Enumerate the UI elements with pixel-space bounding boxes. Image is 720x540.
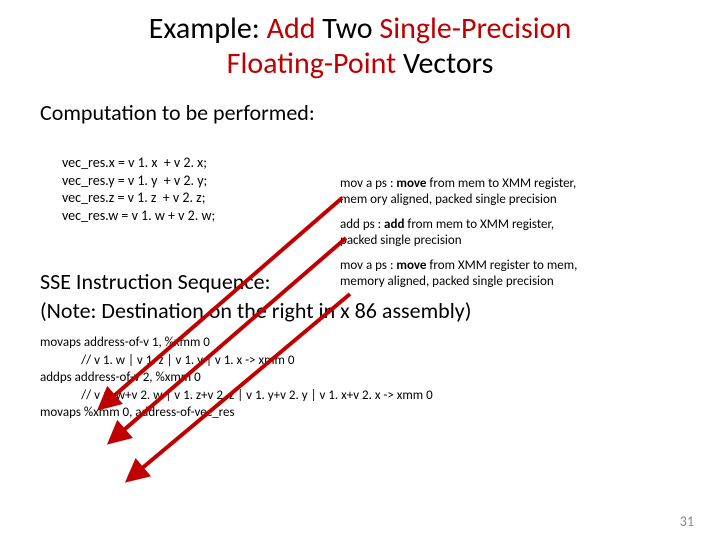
title-text-2: Two	[315, 10, 379, 47]
code-line: vec_res.x = v 1. x + v 2. x;	[62, 154, 680, 172]
def-bold: move	[396, 176, 426, 191]
def-movaps-load: mov a ps : move from mem to XMM register…	[340, 176, 577, 207]
def-tail: from mem to XMM register,	[404, 217, 554, 232]
title-red-2: Single-Precision	[379, 10, 571, 47]
def-tail: from XMM register to mem,	[426, 258, 577, 273]
def-bold: move	[396, 258, 426, 273]
asm-line: // v 1. w+v 2. w | v 1. z+v 2. z | v 1. …	[40, 387, 680, 405]
slide-title: Example: Add Two Single-Precision Floati…	[40, 12, 680, 81]
asm-line: addps address-of-v 2, %xmm 0	[40, 369, 680, 387]
def-bold: add	[384, 217, 404, 232]
title-red-3: Floating-Point	[227, 45, 397, 82]
asm-line: // v 1. w | v 1. z | v 1. y | v 1. x -> …	[40, 352, 680, 370]
section-computation: Computation to be performed:	[40, 99, 680, 126]
def-tail: from mem to XMM register,	[426, 176, 576, 191]
title-text-1: Example:	[149, 10, 267, 47]
asm-block: movaps address-of-v 1, %xmm 0 // v 1. w …	[40, 334, 680, 422]
def-label: mov a ps :	[340, 176, 396, 191]
asm-line: movaps %xmm 0, address-of-vec_res	[40, 404, 680, 422]
note-destination: (Note: Destination on the right in x 86 …	[40, 297, 680, 324]
def-line2: memory aligned, packed single precision	[340, 274, 554, 289]
def-label: mov a ps :	[340, 258, 396, 273]
def-line2: mem ory aligned, packed single precision	[340, 192, 557, 207]
page-number: 31	[680, 513, 694, 530]
def-addps: add ps : add from mem to XMM register, p…	[340, 217, 577, 248]
title-red-1: Add	[267, 10, 316, 47]
slide: Example: Add Two Single-Precision Floati…	[0, 0, 720, 540]
def-movaps-store: mov a ps : move from XMM register to mem…	[340, 258, 577, 289]
def-line2: packed single precision	[340, 233, 462, 248]
def-label: add ps :	[340, 217, 384, 232]
title-text-3: Vectors	[396, 45, 493, 82]
asm-line: movaps address-of-v 1, %xmm 0	[40, 334, 680, 352]
definitions: mov a ps : move from mem to XMM register…	[340, 176, 577, 300]
